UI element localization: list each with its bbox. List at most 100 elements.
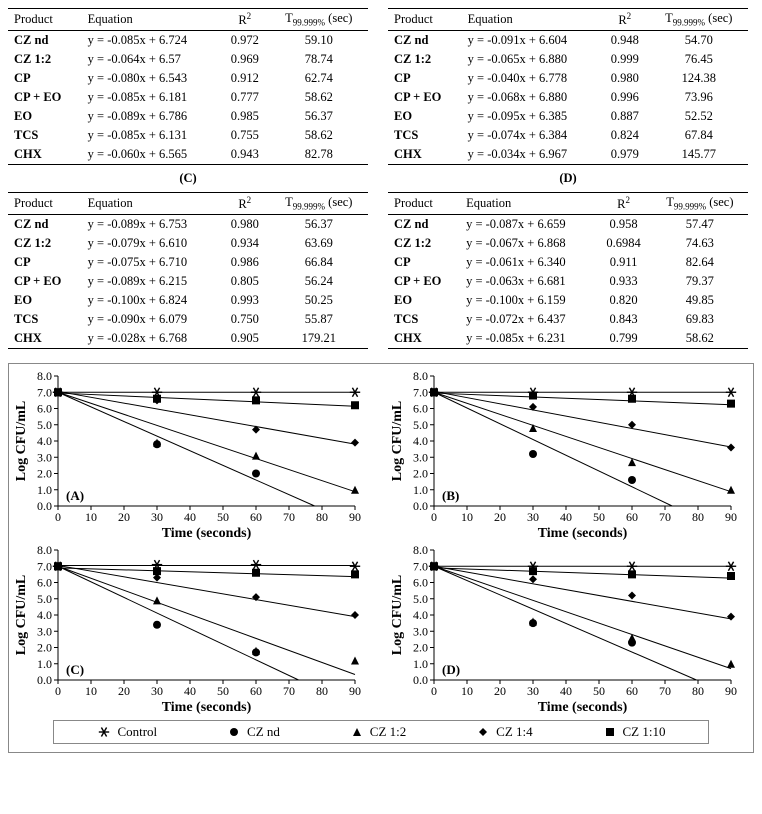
svg-text:40: 40 [184, 684, 196, 698]
svg-text:(D): (D) [442, 662, 460, 677]
table-row: TCSy = -0.090x + 6.0790.75055.87 [8, 310, 368, 329]
cell-equation: y = -0.068x + 6.880 [462, 88, 600, 107]
legend-label: CZ nd [247, 724, 280, 740]
cell-t99: 52.52 [650, 107, 748, 126]
cell-r2: 0.843 [595, 310, 651, 329]
cell-product: CHX [388, 329, 460, 349]
cell-equation: y = -0.065x + 6.880 [462, 50, 600, 69]
cell-product: CZ 1:2 [8, 50, 82, 69]
cell-product: TCS [388, 310, 460, 329]
svg-text:3.0: 3.0 [413, 625, 428, 639]
cell-r2: 0.750 [220, 310, 270, 329]
cell-r2: 0.912 [220, 69, 270, 88]
cell-equation: y = -0.075x + 6.710 [82, 253, 220, 272]
cell-equation: y = -0.064x + 6.57 [82, 50, 220, 69]
cell-t99: 50.25 [270, 291, 368, 310]
svg-text:60: 60 [626, 684, 638, 698]
cell-equation: y = -0.095x + 6.385 [462, 107, 600, 126]
cell-equation: y = -0.085x + 6.724 [82, 31, 220, 51]
th-equation: Equation [82, 9, 220, 31]
cell-t99: 55.87 [270, 310, 368, 329]
svg-text:1.0: 1.0 [37, 657, 52, 671]
svg-text:6.0: 6.0 [413, 402, 428, 416]
svg-text:30: 30 [527, 510, 539, 524]
table-header-row: Product Equation R2 T99.999% (sec) [388, 9, 748, 31]
svg-text:0: 0 [55, 684, 61, 698]
svg-text:20: 20 [494, 684, 506, 698]
legend-item: CZ 1:10 [602, 724, 666, 740]
table-row: CZ 1:2y = -0.065x + 6.8800.99976.45 [388, 50, 748, 69]
th-product: Product [388, 9, 462, 31]
svg-text:10: 10 [461, 510, 473, 524]
svg-text:Time (seconds): Time (seconds) [538, 526, 628, 540]
cell-t99: 67.84 [650, 126, 748, 145]
svg-text:20: 20 [118, 684, 130, 698]
svg-text:0.0: 0.0 [413, 673, 428, 687]
svg-text:Log CFU/mL: Log CFU/mL [14, 401, 29, 482]
cell-product: CHX [388, 145, 462, 165]
svg-text:6.0: 6.0 [37, 402, 52, 416]
cell-r2: 0.996 [600, 88, 650, 107]
svg-text:80: 80 [692, 510, 704, 524]
svg-text:7.0: 7.0 [413, 386, 428, 400]
cell-equation: y = -0.091x + 6.604 [462, 31, 600, 51]
svg-text:Log CFU/mL: Log CFU/mL [14, 575, 29, 656]
cell-t99: 62.74 [270, 69, 368, 88]
svg-text:90: 90 [725, 510, 737, 524]
cell-equation: y = -0.079x + 6.610 [82, 234, 220, 253]
svg-text:2.0: 2.0 [413, 467, 428, 481]
cell-t99: 59.10 [270, 31, 368, 51]
table-row: EOy = -0.100x + 6.1590.82049.85 [388, 291, 748, 310]
table-A: Product Equation R2 T99.999% (sec) CZ nd… [8, 8, 368, 165]
svg-text:Time (seconds): Time (seconds) [162, 700, 252, 714]
cell-r2: 0.805 [220, 272, 270, 291]
cell-equation: y = -0.074x + 6.384 [462, 126, 600, 145]
cell-equation: y = -0.063x + 6.681 [460, 272, 595, 291]
svg-text:8.0: 8.0 [37, 370, 52, 383]
cell-r2: 0.887 [600, 107, 650, 126]
svg-text:2.0: 2.0 [37, 467, 52, 481]
chart-C: 0.01.02.03.04.05.06.07.08.00102030405060… [13, 544, 373, 714]
cell-product: CP + EO [388, 272, 460, 291]
table-B: Product Equation R2 T99.999% (sec) CZ nd… [388, 8, 748, 165]
table-header-row: Product Equation R2 T99.999% (sec) [8, 193, 368, 215]
th-r2: R2 [595, 193, 651, 215]
th-t99: T99.999% (sec) [650, 9, 748, 31]
cell-equation: y = -0.085x + 6.131 [82, 126, 220, 145]
th-product: Product [388, 193, 460, 215]
cell-t99: 54.70 [650, 31, 748, 51]
table-B-body: CZ ndy = -0.091x + 6.6040.94854.70CZ 1:2… [388, 31, 748, 165]
caption-C: (C) [8, 171, 368, 186]
svg-text:3.0: 3.0 [37, 625, 52, 639]
cell-product: EO [388, 291, 460, 310]
svg-text:(A): (A) [66, 488, 84, 503]
svg-text:90: 90 [349, 510, 361, 524]
cell-r2: 0.958 [595, 215, 651, 235]
legend-label: CZ 1:4 [496, 724, 532, 740]
cell-t99: 145.77 [650, 145, 748, 165]
svg-text:0.0: 0.0 [37, 499, 52, 513]
cell-equation: y = -0.072x + 6.437 [460, 310, 595, 329]
cell-t99: 82.64 [652, 253, 748, 272]
table-row: TCSy = -0.074x + 6.3840.82467.84 [388, 126, 748, 145]
legend-item: Control [96, 724, 157, 740]
table-row: CZ ndy = -0.091x + 6.6040.94854.70 [388, 31, 748, 51]
table-row: CZ ndy = -0.085x + 6.7240.97259.10 [8, 31, 368, 51]
table-row: CPy = -0.040x + 6.7780.980124.38 [388, 69, 748, 88]
table-row: CHXy = -0.034x + 6.9670.979145.77 [388, 145, 748, 165]
svg-text:0: 0 [431, 510, 437, 524]
cell-t99: 179.21 [270, 329, 368, 349]
cell-r2: 0.934 [220, 234, 270, 253]
cell-product: CP [8, 69, 82, 88]
table-row: EOy = -0.100x + 6.8240.99350.25 [8, 291, 368, 310]
svg-text:0.0: 0.0 [37, 673, 52, 687]
cell-t99: 74.63 [652, 234, 748, 253]
table-row: CP + EOy = -0.085x + 6.1810.77758.62 [8, 88, 368, 107]
legend-item: CZ 1:4 [475, 724, 532, 740]
svg-text:70: 70 [659, 684, 671, 698]
table-row: CZ 1:2y = -0.079x + 6.6100.93463.69 [8, 234, 368, 253]
svg-text:4.0: 4.0 [413, 434, 428, 448]
cell-equation: y = -0.080x + 6.543 [82, 69, 220, 88]
svg-text:90: 90 [349, 684, 361, 698]
svg-text:30: 30 [151, 684, 163, 698]
